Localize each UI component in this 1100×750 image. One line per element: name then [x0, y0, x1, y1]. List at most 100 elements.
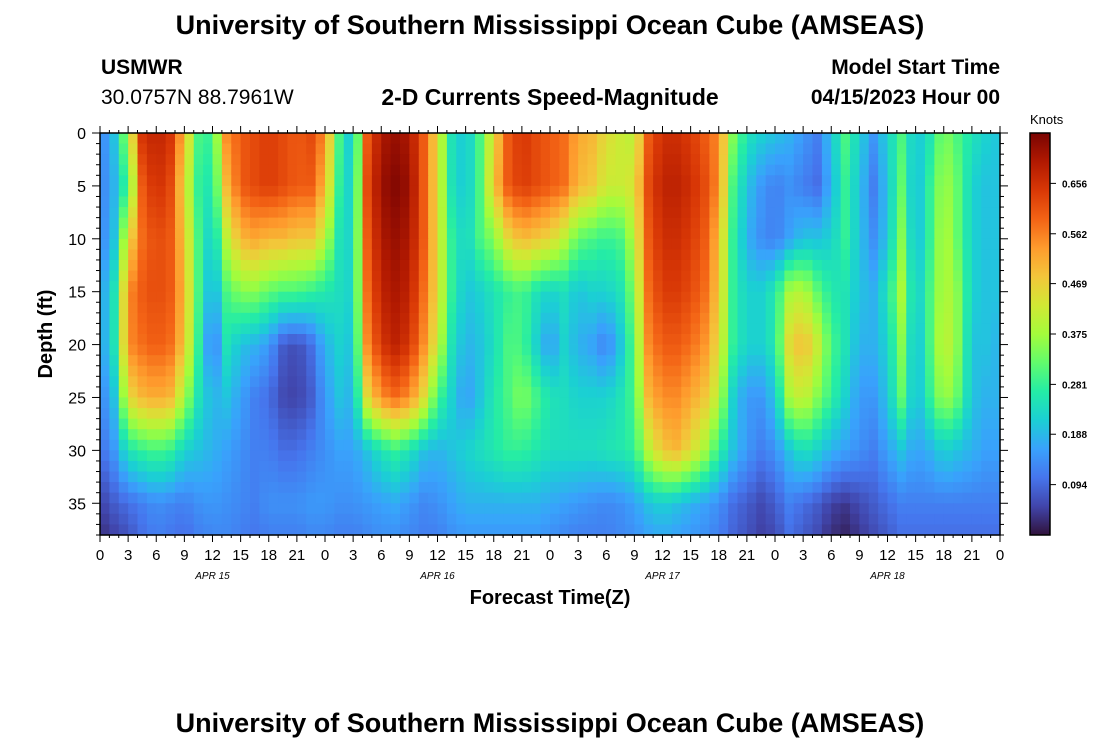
heatmap-cell: [146, 302, 157, 314]
heatmap-cell: [793, 185, 804, 198]
heatmap-cell: [278, 217, 289, 229]
heatmap-cell: [315, 249, 326, 261]
heatmap-cell: [184, 418, 195, 430]
heatmap-cell: [925, 408, 935, 420]
heatmap-cell: [128, 154, 139, 166]
heatmap-cell: [390, 259, 401, 272]
heatmap-cell: [728, 196, 739, 208]
heatmap-cell: [868, 133, 879, 145]
heatmap-cell: [568, 460, 579, 473]
heatmap-cell: [296, 133, 307, 145]
heatmap-cell: [418, 196, 429, 208]
heatmap-cell: [109, 344, 120, 356]
heatmap-cell: [568, 482, 579, 494]
heatmap-cell: [878, 471, 889, 483]
heatmap-cell: [503, 460, 514, 473]
heatmap-cell: [812, 386, 823, 399]
heatmap-cell: [484, 492, 495, 504]
heatmap-cell: [587, 228, 598, 240]
heatmap-cell: [315, 439, 326, 451]
heatmap-cell: [859, 259, 870, 272]
heatmap-cell: [175, 164, 185, 176]
heatmap-cell: [709, 312, 720, 325]
heatmap-cell: [418, 513, 429, 526]
heatmap-cell: [521, 185, 532, 198]
heatmap-cell: [784, 143, 795, 155]
heatmap-cell: [371, 376, 382, 388]
heatmap-cell: [568, 291, 579, 303]
heatmap-cell: [390, 154, 401, 166]
heatmap-cell: [765, 397, 776, 409]
heatmap-cell: [118, 492, 129, 504]
heatmap-cell: [315, 418, 326, 430]
heatmap-cell: [981, 164, 992, 176]
heatmap-cell: [540, 334, 551, 346]
heatmap-cell: [831, 408, 842, 420]
heatmap-cell: [925, 471, 935, 483]
heatmap-cell: [146, 513, 157, 526]
heatmap-cell: [484, 482, 495, 494]
heatmap-cell: [700, 492, 710, 504]
heatmap-cell: [803, 154, 814, 166]
heatmap-cell: [268, 164, 279, 176]
heatmap-cell: [625, 439, 635, 451]
heatmap-cell: [325, 259, 335, 272]
heatmap-cell: [700, 143, 710, 155]
heatmap-cell: [203, 344, 214, 356]
heatmap-cell: [634, 228, 645, 240]
heatmap-cell: [521, 196, 532, 208]
heatmap-cell: [990, 217, 1001, 229]
heatmap-cell: [137, 397, 148, 409]
heatmap-cell: [512, 228, 523, 240]
heatmap-chart: 0 3 6 9 12 15 18 21 0 3 6 9 12 15 18 21 0 3 6 9 12 15 18 21 0 3 6 9…: [35, 112, 1087, 609]
heatmap-cell: [596, 133, 607, 145]
colorbar: [1029, 132, 1051, 536]
heatmap-cell: [250, 450, 260, 462]
heatmap-cell: [643, 513, 654, 526]
heatmap-cell: [184, 207, 195, 219]
heatmap-cell: [100, 323, 110, 335]
heatmap-cell: [315, 386, 326, 399]
heatmap-cell: [971, 259, 982, 272]
heatmap-cell: [240, 408, 251, 420]
heatmap-cell: [962, 492, 973, 504]
heatmap-cell: [831, 259, 842, 272]
heatmap-cell: [540, 228, 551, 240]
heatmap-cell: [437, 503, 448, 515]
heatmap-cell: [550, 492, 560, 504]
heatmap-cell: [118, 429, 129, 441]
heatmap-cell: [981, 249, 992, 261]
heatmap-cell: [137, 386, 148, 399]
heatmap-cell: [334, 238, 345, 250]
heatmap-cell: [512, 503, 523, 515]
heatmap-cell: [306, 259, 317, 272]
heatmap-cell: [390, 334, 401, 346]
heatmap-cell: [221, 175, 232, 187]
heatmap-cell: [118, 355, 129, 367]
heatmap-cell: [643, 397, 654, 409]
heatmap-cell: [906, 238, 917, 250]
heatmap-cell: [193, 217, 204, 229]
heatmap-cell: [221, 355, 232, 367]
station-name: USMWR: [101, 56, 183, 79]
heatmap-cell: [596, 217, 607, 229]
heatmap-cell: [531, 143, 542, 155]
heatmap-cell: [428, 503, 439, 515]
heatmap-cell: [334, 492, 345, 504]
heatmap-cell: [596, 355, 607, 367]
heatmap-cell: [315, 513, 326, 526]
heatmap-cell: [859, 429, 870, 441]
heatmap-cell: [756, 429, 767, 441]
heatmap-cell: [850, 143, 860, 155]
heatmap-cell: [353, 397, 364, 409]
heatmap-cell: [203, 386, 214, 399]
heatmap-cell: [671, 196, 682, 208]
heatmap-cell: [465, 397, 476, 409]
heatmap-cell: [981, 323, 992, 335]
heatmap-cell: [615, 185, 626, 198]
heatmap-cell: [531, 196, 542, 208]
heatmap-cell: [559, 291, 570, 303]
heatmap-cell: [596, 334, 607, 346]
heatmap-cell: [437, 355, 448, 367]
heatmap-cell: [259, 408, 270, 420]
